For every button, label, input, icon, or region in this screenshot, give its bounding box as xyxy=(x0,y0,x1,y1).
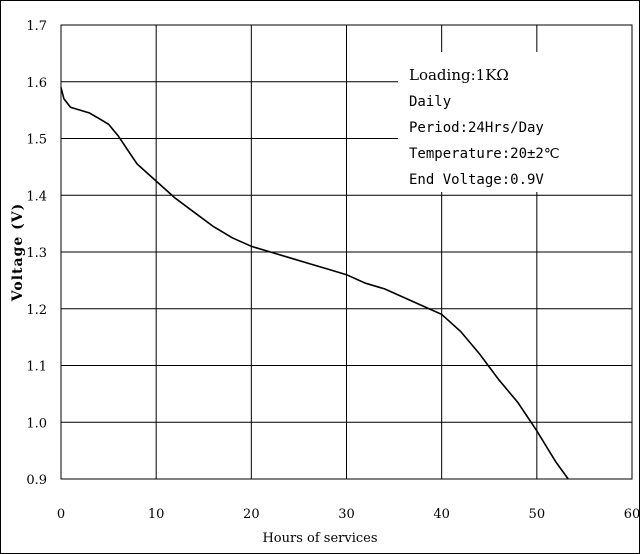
annotation-end-voltage: End Voltage:0.9V xyxy=(409,172,544,188)
annotation-background xyxy=(398,52,636,192)
x-axis-title: Hours of services xyxy=(262,531,377,546)
y-tick-label: 1.2 xyxy=(26,303,47,318)
y-tick-label: 1.3 xyxy=(26,246,47,261)
x-tick-label: 50 xyxy=(529,507,546,522)
y-tick-label: 0.9 xyxy=(26,473,47,488)
annotation-temperature: Temperature:20±2℃ xyxy=(409,146,560,162)
y-tick-label: 1.1 xyxy=(26,360,47,375)
series-line xyxy=(60,87,569,480)
y-axis-title: Voltage (V) xyxy=(10,203,26,302)
y-tick-label: 1.0 xyxy=(26,416,47,431)
y-tick-labels: 0.9 1.0 1.1 1.2 1.3 1.4 1.5 1.6 1.7 xyxy=(26,19,47,488)
plot-area-border xyxy=(60,24,633,480)
y-tick-label: 1.6 xyxy=(26,76,47,91)
x-tick-label: 0 xyxy=(57,507,65,522)
x-tick-label: 20 xyxy=(243,507,260,522)
x-tick-label: 30 xyxy=(338,507,355,522)
annotation-period: Period:24Hrs/Day xyxy=(409,120,544,136)
annotation-daily: Daily xyxy=(409,94,451,110)
y-tick-label: 1.4 xyxy=(26,189,47,204)
y-tick-label: 1.5 xyxy=(26,133,47,148)
y-tick-label: 1.7 xyxy=(26,19,47,34)
horizontal-gridlines xyxy=(61,81,632,423)
x-tick-label: 60 xyxy=(624,507,640,522)
x-tick-label: 10 xyxy=(148,507,165,522)
x-tick-labels: 0 10 20 30 40 50 60 xyxy=(57,507,640,522)
annotation-loading: Loading:1KΩ xyxy=(409,66,509,84)
x-tick-label: 40 xyxy=(433,507,450,522)
